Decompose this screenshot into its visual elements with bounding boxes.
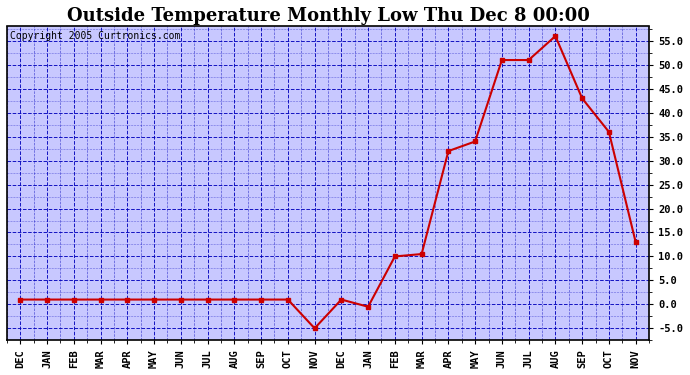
Title: Outside Temperature Monthly Low Thu Dec 8 00:00: Outside Temperature Monthly Low Thu Dec …	[66, 7, 589, 25]
Text: Copyright 2005 Curtronics.com: Copyright 2005 Curtronics.com	[10, 31, 181, 41]
